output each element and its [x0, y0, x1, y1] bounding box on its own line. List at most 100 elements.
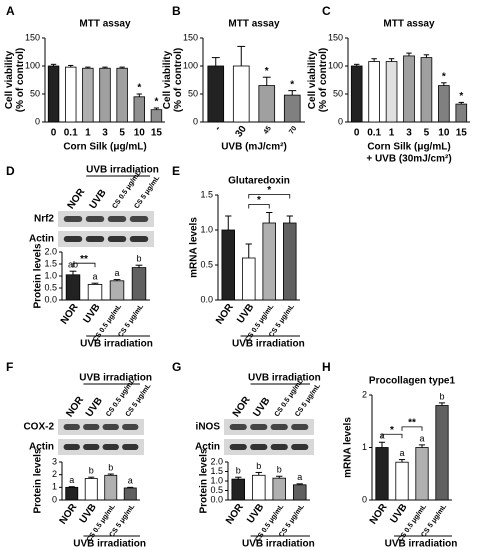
panel-label: H: [322, 360, 331, 374]
x-tick-label: 0: [51, 128, 57, 139]
y-tick-label: 1.5: [200, 189, 213, 199]
bar: [65, 274, 81, 301]
bar: [395, 461, 409, 501]
lane-label: UVB: [88, 188, 109, 212]
bar: [258, 85, 276, 123]
blot-band: [129, 236, 149, 242]
blot-label: Actin: [195, 442, 220, 453]
bar: [272, 477, 287, 501]
x-tick-label: -: [212, 124, 223, 133]
panel-label: B: [172, 4, 181, 18]
y-tick-label: 0: [338, 116, 343, 126]
x-tick-label: 10: [438, 128, 450, 139]
group-letter: a: [114, 268, 119, 278]
blot-band: [107, 216, 127, 222]
bar: [385, 61, 398, 123]
significance-star: *: [290, 79, 294, 90]
y-axis-label: Cell viability: [4, 50, 15, 109]
significance-bracket: [248, 194, 291, 199]
blot-band: [291, 444, 309, 450]
bar: [84, 478, 98, 501]
x-tick-label: 5: [424, 128, 430, 139]
y-tick-label: 2.0: [44, 246, 57, 256]
chart-title: MTT assay: [383, 19, 435, 30]
x-tick-label: 70: [288, 125, 298, 135]
blot-strip: [224, 439, 314, 455]
blot-label: COX-2: [23, 422, 54, 433]
blot-band: [63, 424, 80, 430]
chart-title: MTT assay: [228, 19, 280, 30]
x-tick-label: 15: [456, 128, 468, 139]
bar: [99, 67, 111, 123]
y-tick-label: 50: [333, 88, 343, 98]
blot-band: [122, 424, 139, 430]
bar: [207, 65, 225, 123]
x-tick-label: 30: [233, 124, 249, 140]
group-letter: a: [128, 476, 133, 486]
y-tick-label: 150: [183, 32, 198, 42]
bar: [438, 85, 450, 123]
chart-title: Glutaredoxin: [228, 176, 290, 187]
lane-label: UVB: [84, 396, 105, 420]
lane-label: NOR: [64, 394, 86, 419]
y-tick-label: 150: [25, 32, 40, 42]
group-letter: a: [92, 272, 97, 282]
x-tick-label: 0.1: [64, 128, 78, 139]
bar: [292, 484, 307, 501]
group-letter: b: [89, 466, 94, 476]
x-axis-label: UVB (mJ/cm²): [221, 142, 287, 153]
panel-label: E: [172, 164, 180, 178]
lane-label: NOR: [66, 186, 88, 211]
y-tick-label: 100: [328, 60, 343, 70]
blot-band: [85, 236, 105, 242]
y-tick-label: 0: [193, 116, 198, 126]
y-axis-label: Protein levels: [33, 448, 44, 513]
bar: [232, 65, 250, 123]
y-tick-label: 0.0: [200, 294, 213, 304]
bar: [47, 65, 60, 123]
blot-band: [83, 424, 100, 430]
significance-star: **: [80, 254, 88, 265]
blot-band: [102, 424, 119, 430]
y-tick-label: 1.0: [210, 475, 223, 485]
blot-band: [63, 444, 80, 450]
panel-label: F: [6, 360, 13, 374]
blot-band: [102, 444, 119, 450]
y-axis-label: mRNA levels: [343, 417, 354, 478]
bar: [104, 474, 118, 501]
blot-band: [250, 424, 268, 430]
group-letter: a: [297, 472, 302, 482]
group-label: UVB irradiation: [79, 373, 152, 384]
bar: [65, 66, 77, 123]
y-tick-label: 1.0: [200, 224, 213, 234]
x-tick-label: 3: [406, 128, 412, 139]
x-tick-label: 3: [102, 128, 108, 139]
significance-star: *: [442, 71, 446, 82]
y-tick-label: 2: [52, 469, 57, 479]
y-tick-label: 0.0: [44, 294, 57, 304]
x-tick-label: UVB: [388, 502, 409, 526]
y-tick-label: 100: [25, 60, 40, 70]
x-tick-label: NOR: [58, 501, 80, 526]
blot-band: [122, 444, 139, 450]
y-tick-label: 1: [362, 442, 367, 452]
significance-bracket: [381, 433, 403, 439]
significance-bracket: [72, 262, 96, 268]
x-tick-label: UVB: [81, 302, 102, 326]
lane-label: NOR: [231, 394, 253, 419]
x-tick-label: 15: [151, 128, 163, 139]
group-label: UVB irradiation: [242, 539, 315, 550]
x-tick-label: NOR: [224, 501, 246, 526]
bar: [131, 267, 147, 301]
blot-band: [229, 424, 247, 430]
group-letter: b: [439, 391, 444, 401]
bar: [65, 486, 79, 501]
y-axis-label: (% of control): [318, 48, 329, 112]
blot-strip: [224, 419, 314, 435]
y-axis-label: Protein levels: [33, 243, 44, 308]
y-tick-label: 1: [52, 482, 57, 492]
significance-star: *: [137, 83, 141, 94]
bar: [420, 57, 433, 123]
blot-strip: [58, 419, 144, 435]
x-tick-label: NOR: [368, 501, 390, 526]
